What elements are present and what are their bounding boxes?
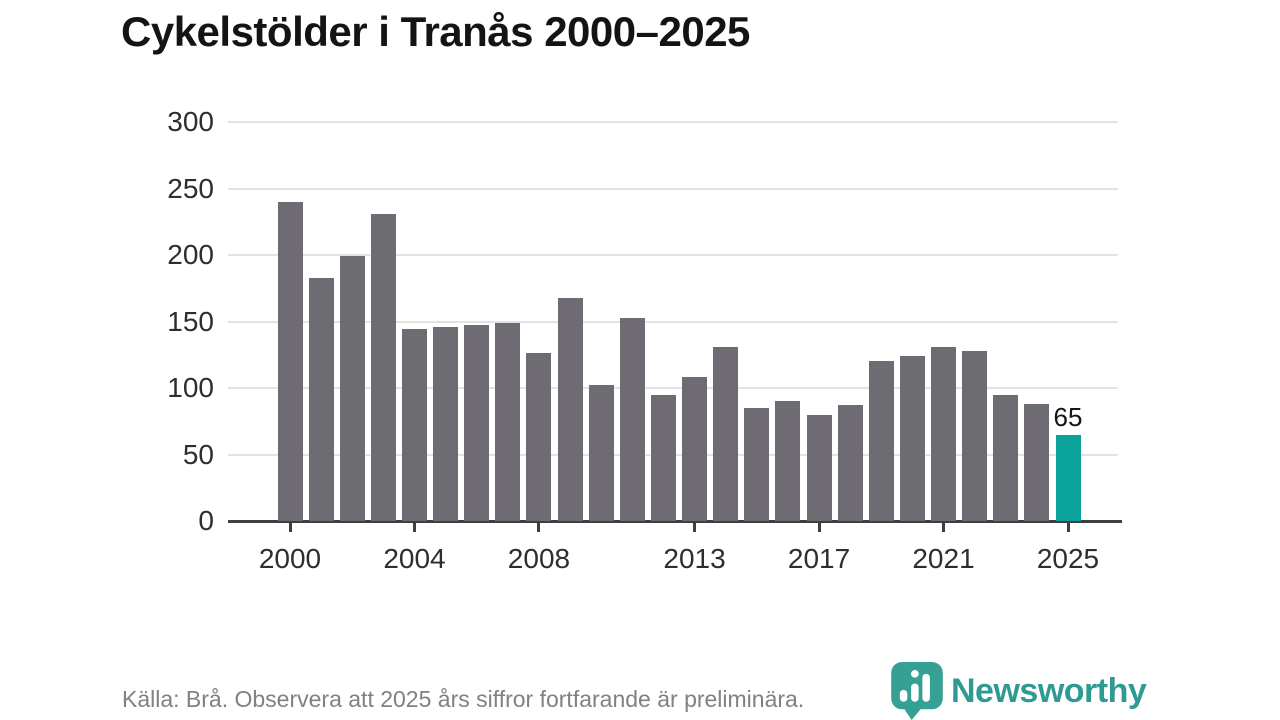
bar-2014 bbox=[713, 346, 739, 521]
x-axis-tick-label: 2021 bbox=[912, 543, 975, 574]
bar-2024 bbox=[1024, 403, 1050, 521]
bar-2009 bbox=[557, 297, 583, 521]
bar-2001 bbox=[308, 277, 334, 521]
gridline-y-250 bbox=[228, 187, 1118, 190]
gridline-y-100 bbox=[228, 387, 1118, 389]
x-axis-tick-2013 bbox=[693, 522, 697, 532]
bar-2005 bbox=[433, 326, 459, 521]
bar-2013 bbox=[682, 377, 708, 521]
y-axis-tick-label: 50 bbox=[182, 438, 214, 470]
x-axis-tick-2000 bbox=[288, 522, 292, 532]
y-axis-tick-label: 300 bbox=[167, 106, 214, 137]
x-axis-tick-2004 bbox=[412, 522, 416, 532]
bar-2017 bbox=[806, 414, 832, 521]
x-axis-tick-label: 2017 bbox=[787, 543, 851, 574]
bar-2002 bbox=[339, 256, 365, 521]
newsworthy-logo: Newsworthy bbox=[891, 662, 1147, 720]
newsworthy-wordmark: Newsworthy bbox=[951, 671, 1147, 710]
gridline-y-200 bbox=[228, 254, 1118, 256]
y-axis-tick-label: 250 bbox=[167, 172, 214, 204]
bar-2006 bbox=[464, 325, 490, 521]
chart-title: Cykelstölder i Tranås 2000–2025 bbox=[121, 8, 750, 55]
y-axis-tick-label: 150 bbox=[167, 305, 214, 337]
bar-2019 bbox=[868, 361, 894, 521]
gridline-y-300 bbox=[228, 121, 1118, 123]
bar-2012 bbox=[650, 394, 676, 521]
newsworthy-pin-chart-icon bbox=[891, 662, 943, 720]
highlight-value-label: 65 bbox=[1053, 401, 1083, 432]
x-axis-line bbox=[228, 520, 1122, 523]
x-axis-tick-2008 bbox=[537, 522, 541, 532]
bar-2003 bbox=[370, 213, 396, 521]
bar-2016 bbox=[775, 401, 801, 521]
x-axis-tick-label: 2000 bbox=[258, 543, 322, 574]
x-axis-tick-2021 bbox=[942, 522, 946, 532]
y-axis-tick-label: 0 bbox=[198, 505, 214, 536]
bar-2010 bbox=[588, 385, 614, 521]
bar-2004 bbox=[401, 329, 427, 521]
x-axis-tick-label: 2025 bbox=[1036, 543, 1100, 574]
x-axis-tick-2025 bbox=[1066, 522, 1070, 532]
bar-2021 bbox=[931, 346, 957, 521]
x-axis-tick-label: 2013 bbox=[663, 543, 726, 574]
x-axis-tick-label: 2004 bbox=[383, 543, 446, 574]
gridline-y-150 bbox=[228, 320, 1118, 323]
bar-2015 bbox=[744, 407, 770, 521]
source-note: Källa: Brå. Observera att 2025 års siffr… bbox=[122, 686, 805, 712]
bar-2000 bbox=[277, 201, 303, 521]
bar-2011 bbox=[619, 317, 645, 521]
bar-2007 bbox=[495, 322, 521, 521]
x-axis-tick-label: 2008 bbox=[507, 543, 571, 574]
bar-2020 bbox=[899, 356, 925, 521]
bar-2018 bbox=[837, 405, 863, 521]
y-axis-tick-label: 100 bbox=[167, 372, 214, 403]
bar-2025 bbox=[1055, 434, 1081, 521]
bar-2022 bbox=[962, 350, 988, 521]
bar-2008 bbox=[526, 353, 552, 521]
x-axis-tick-2017 bbox=[817, 522, 821, 532]
y-axis-tick-label: 200 bbox=[167, 239, 214, 270]
bar-2023 bbox=[993, 394, 1019, 521]
